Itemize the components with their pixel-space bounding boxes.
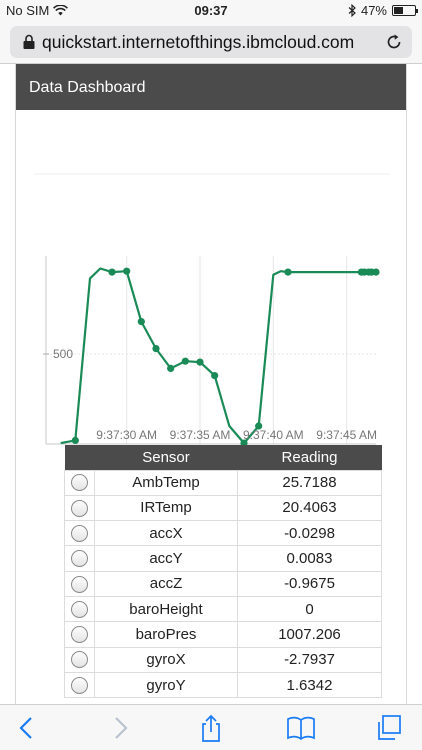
radio-cell[interactable] xyxy=(64,520,95,547)
y-tick-label: 500 xyxy=(53,347,73,361)
chart-container: 9:37:30 AM 9:37:35 AM 9:37:40 AM 9:37:45 AM… xyxy=(16,124,406,484)
table-row[interactable]: accZ -0.9675 xyxy=(64,570,382,597)
chart-grid xyxy=(46,256,376,444)
sensor-reading: 0.0083 xyxy=(237,545,382,572)
radio-cell[interactable] xyxy=(64,595,95,623)
data-point xyxy=(152,345,160,353)
radio-button-icon[interactable] xyxy=(71,651,88,669)
tabs-icon[interactable] xyxy=(374,714,404,742)
table-row[interactable]: IRTemp 20.4063 xyxy=(64,494,382,522)
table-row[interactable]: gyroY 1.6342 xyxy=(64,671,382,699)
radio-button-icon[interactable] xyxy=(71,575,88,593)
x-tick-label: 9:37:30 AM xyxy=(96,428,157,442)
sensor-reading: 25.7188 xyxy=(237,469,382,496)
radio-cell[interactable] xyxy=(64,494,95,522)
browser-toolbar xyxy=(0,704,422,750)
battery-fill xyxy=(394,7,404,14)
reload-icon[interactable] xyxy=(384,32,404,52)
sensor-name: gyroX xyxy=(94,646,238,673)
x-tick-label: 9:37:35 AM xyxy=(170,428,231,442)
sensor-reading: 1.6342 xyxy=(237,671,382,699)
data-point xyxy=(255,422,263,430)
browser-bar: quickstart.internetofthings.ibmcloud.com xyxy=(0,22,422,64)
data-point xyxy=(71,436,79,444)
table-row[interactable]: baroPres 1007.206 xyxy=(64,621,382,648)
table-row[interactable]: accY 0.0083 xyxy=(64,545,382,572)
sensor-name: baroHeight xyxy=(94,595,238,623)
data-point xyxy=(240,439,248,447)
table-row[interactable]: baroHeight 0 xyxy=(64,595,382,623)
radio-button-icon[interactable] xyxy=(71,499,88,517)
sensor-name: accY xyxy=(94,545,238,572)
lock-icon xyxy=(23,34,35,49)
radio-button-icon[interactable] xyxy=(71,600,88,618)
url-field[interactable]: quickstart.internetofthings.ibmcloud.com xyxy=(10,26,412,58)
reading-header: Reading xyxy=(237,445,382,470)
sensor-name: baroPres xyxy=(94,621,238,648)
radio-button-icon[interactable] xyxy=(71,550,88,568)
sensor-name: gyroY xyxy=(94,671,238,699)
series-line xyxy=(60,267,376,445)
share-icon[interactable] xyxy=(196,714,226,742)
status-bar: No SIM 09:37 47% xyxy=(0,0,422,22)
radio-button-icon[interactable] xyxy=(71,525,88,542)
chart-series xyxy=(60,267,380,447)
radio-cell[interactable] xyxy=(64,646,95,673)
sensor-name: AmbTemp xyxy=(94,469,238,496)
sensor-reading: 1007.206 xyxy=(237,621,382,648)
table-row[interactable]: accX -0.0298 xyxy=(64,520,382,547)
line-chart: 9:37:30 AM 9:37:35 AM 9:37:40 AM 9:37:45 AM… xyxy=(34,173,390,472)
sensor-reading: -0.9675 xyxy=(237,570,382,597)
data-point xyxy=(108,268,116,276)
sensor-reading: -2.7937 xyxy=(237,646,382,673)
sensor-name: IRTemp xyxy=(94,494,238,522)
radio-header xyxy=(64,445,95,470)
page-content: Data Dashboard 9:37:30 AM 9:37:35 AM 9:37:… xyxy=(15,64,407,704)
data-point xyxy=(196,358,204,366)
table-row[interactable]: AmbTemp 25.7188 xyxy=(64,469,382,496)
bluetooth-icon xyxy=(348,4,356,17)
x-tick-label: 9:37:45 AM xyxy=(316,428,377,442)
radio-button-icon[interactable] xyxy=(71,676,88,694)
sensor-reading: 0 xyxy=(237,595,382,623)
radio-button-icon[interactable] xyxy=(71,626,88,644)
back-icon[interactable] xyxy=(12,714,42,742)
data-point xyxy=(211,372,219,380)
radio-cell[interactable] xyxy=(64,671,95,699)
sensor-reading: 20.4063 xyxy=(237,494,382,522)
sensor-reading: -0.0298 xyxy=(237,520,382,547)
bookmarks-icon[interactable] xyxy=(286,714,316,742)
wifi-icon xyxy=(53,5,69,16)
sensor-name: accZ xyxy=(94,570,238,597)
data-point xyxy=(372,268,380,276)
battery-icon xyxy=(392,5,418,16)
battery-percent: 47% xyxy=(360,3,387,18)
sensor-header: Sensor xyxy=(94,445,238,470)
data-point xyxy=(167,364,175,372)
data-point xyxy=(284,268,292,276)
forward-icon[interactable] xyxy=(105,714,135,742)
radio-cell[interactable] xyxy=(64,469,95,496)
carrier-label: No SIM xyxy=(6,3,50,18)
data-point xyxy=(137,318,145,326)
chart-axes xyxy=(43,256,376,445)
radio-cell[interactable] xyxy=(64,545,95,572)
table-row[interactable]: gyroX -2.7937 xyxy=(64,646,382,673)
radio-button-icon[interactable] xyxy=(71,474,88,492)
sensor-name: accX xyxy=(94,520,238,547)
status-time: 09:37 xyxy=(194,3,228,18)
x-tick-label: 9:37:40 AM xyxy=(243,428,304,442)
status-right: 47% xyxy=(348,3,418,18)
data-point xyxy=(123,267,131,275)
radio-cell[interactable] xyxy=(64,570,95,597)
url-text: quickstart.internetofthings.ibmcloud.com xyxy=(42,31,355,52)
dashboard-title: Data Dashboard xyxy=(29,79,146,96)
radio-cell[interactable] xyxy=(64,621,95,648)
dashboard-header: Data Dashboard xyxy=(16,64,406,110)
status-left: No SIM xyxy=(6,3,69,18)
table-header-row: Sensor Reading xyxy=(64,445,382,470)
data-point xyxy=(181,357,189,365)
sensor-table: Sensor Reading AmbTemp 25.7188 IRTemp 20… xyxy=(64,445,382,699)
